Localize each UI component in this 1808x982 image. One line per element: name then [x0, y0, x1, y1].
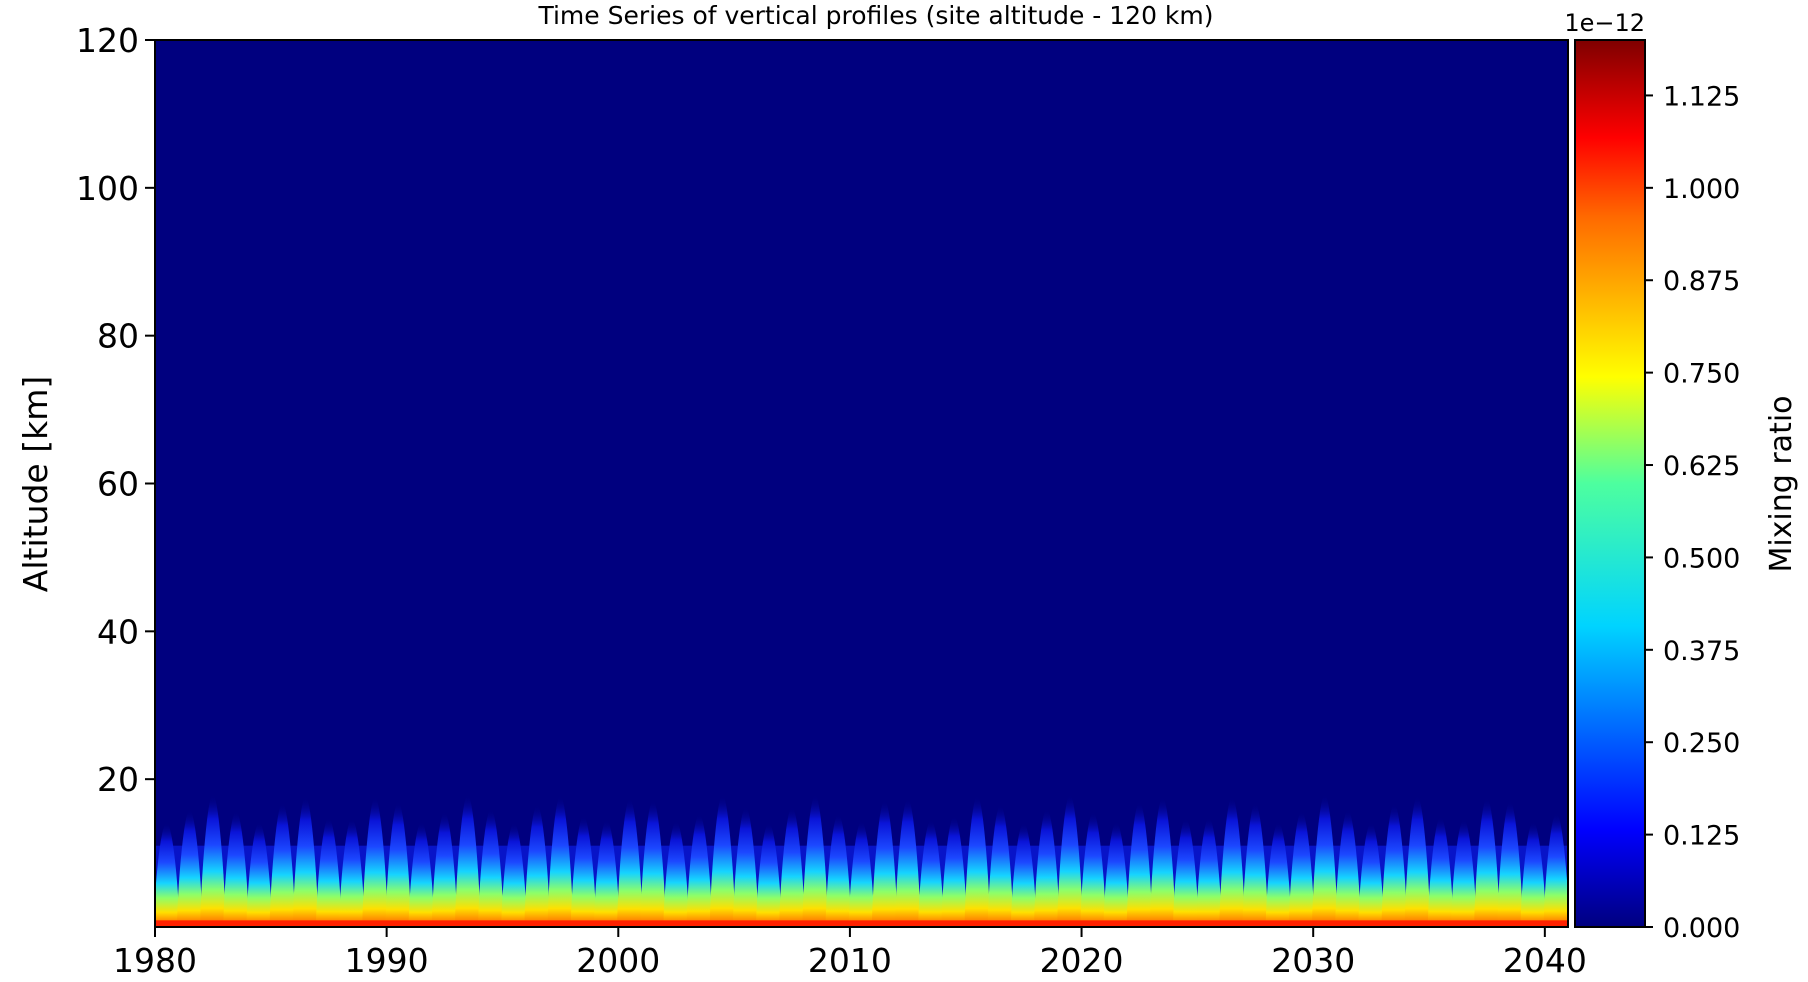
- colorbar-tick-label: 0.125: [1663, 821, 1740, 852]
- seasonal-peak: [1358, 822, 1384, 927]
- colorbar-frame: [1574, 39, 1646, 928]
- seasonal-peak: [802, 795, 828, 927]
- seasonal-peak: [1288, 811, 1315, 927]
- seasonal-peak: [895, 798, 921, 927]
- seasonal-peak: [709, 795, 736, 927]
- seasonal-peak: [964, 795, 991, 927]
- seasonal-peak: [1451, 819, 1477, 927]
- x-tick-label: 2010: [808, 941, 892, 980]
- seasonal-peak: [1057, 794, 1083, 927]
- seasonal-peak: [1474, 797, 1500, 927]
- seasonal-peak: [1103, 821, 1130, 927]
- colorbar-tick-label: 1.000: [1663, 174, 1740, 205]
- seasonal-peak: [478, 809, 504, 927]
- chart-title: Time Series of vertical profiles (site a…: [537, 1, 1213, 30]
- seasonal-peak: [1497, 800, 1523, 927]
- x-tick-label: 2040: [1503, 941, 1587, 980]
- seasonal-peak: [1520, 821, 1546, 927]
- colorbar-tick-label: 0.875: [1663, 266, 1740, 297]
- seasonal-peak: [1543, 813, 1568, 927]
- seasonal-peak: [593, 819, 620, 927]
- y-tick-label: 100: [76, 169, 139, 208]
- seasonal-peak: [1173, 818, 1199, 927]
- seasonal-peak: [825, 814, 852, 927]
- seasonal-peak: [617, 798, 643, 927]
- seasonal-peak: [1335, 810, 1361, 927]
- seasonal-peak: [155, 822, 180, 927]
- seasonal-peak: [918, 819, 944, 927]
- seasonal-peak: [385, 801, 411, 927]
- seasonal-peak: [756, 822, 782, 927]
- seasonal-peak: [269, 802, 296, 927]
- seasonal-peak: [848, 821, 875, 927]
- seasonal-peak: [686, 814, 713, 927]
- colorbar-tick-label: 0.750: [1663, 359, 1740, 390]
- x-tick-label: 1990: [345, 941, 429, 980]
- surface-layer: [155, 920, 1568, 927]
- seasonal-peak: [987, 804, 1014, 927]
- seasonal-peak: [1381, 803, 1408, 927]
- colorbar-ticks: 0.000 0.125 0.250 0.375 0.500 0.625 0.750 0.875…: [1645, 81, 1740, 944]
- seasonal-peak: [1149, 797, 1176, 927]
- x-tick-label: 1980: [113, 941, 197, 980]
- seasonal-peak: [1427, 816, 1454, 927]
- colorbar: [1575, 40, 1645, 927]
- seasonal-peak: [524, 804, 550, 927]
- seasonal-peak: [408, 821, 435, 927]
- colorbar-offset-text: 1e−12: [1564, 9, 1645, 37]
- seasonal-peak: [454, 794, 481, 927]
- colorbar-tick-label: 1.125: [1663, 81, 1740, 112]
- y-axis-ticks: 20 40 60 80 100 120: [76, 21, 155, 799]
- y-tick-label: 20: [97, 760, 139, 799]
- seasonal-peak: [1219, 796, 1245, 927]
- plot-background: [155, 40, 1568, 927]
- seasonal-peak: [246, 822, 272, 927]
- seasonal-peak: [315, 817, 342, 927]
- colorbar-tick-label: 0.500: [1663, 543, 1740, 574]
- seasonal-peak: [1034, 809, 1060, 927]
- x-axis-ticks: 1980 1990 2000 2010 2020 2030 2040: [113, 927, 1587, 980]
- seasonal-peak: [732, 806, 759, 927]
- y-tick-label: 60: [97, 465, 139, 504]
- seasonal-peak: [339, 818, 365, 927]
- x-tick-label: 2000: [576, 941, 660, 980]
- seasonal-peak: [1196, 817, 1222, 927]
- seasonal-peak: [1404, 796, 1431, 927]
- seasonal-peak: [223, 811, 249, 927]
- seasonal-peak: [1312, 794, 1338, 927]
- seasonal-peak: [547, 795, 574, 927]
- colorbar-tick-label: 0.000: [1663, 913, 1740, 944]
- seasonal-peak: [663, 821, 689, 927]
- seasonal-peak: [177, 809, 203, 927]
- seasonal-peak: [1126, 801, 1153, 927]
- seasonal-peak: [570, 816, 597, 927]
- seasonal-peak: [292, 796, 319, 927]
- x-tick-label: 2030: [1271, 941, 1355, 980]
- seasonal-peak: [640, 800, 666, 927]
- seasonal-peak: [501, 822, 527, 927]
- y-tick-label: 80: [97, 317, 139, 356]
- colorbar-label: Mixing ratio: [1764, 395, 1799, 572]
- seasonal-peak: [1242, 802, 1269, 927]
- seasonal-peak: [1265, 822, 1292, 927]
- colorbar-tick-label: 0.625: [1663, 451, 1740, 482]
- heatmap-pattern: [155, 794, 1568, 927]
- seasonal-peak: [362, 797, 388, 927]
- seasonal-peak: [941, 815, 967, 927]
- seasonal-peak: [1080, 812, 1106, 927]
- seasonal-peak: [200, 794, 226, 927]
- y-axis-label: Altitude [km]: [16, 376, 55, 592]
- y-tick-label: 120: [76, 21, 139, 60]
- seasonal-peak: [779, 806, 805, 927]
- seasonal-peak: [1010, 822, 1037, 927]
- y-tick-label: 40: [97, 612, 139, 651]
- colorbar-tick-label: 0.375: [1663, 636, 1740, 667]
- seasonal-peak: [431, 812, 458, 927]
- colorbar-tick-label: 0.250: [1663, 728, 1740, 759]
- seasonal-peak: [871, 800, 898, 927]
- x-tick-label: 2020: [1040, 941, 1124, 980]
